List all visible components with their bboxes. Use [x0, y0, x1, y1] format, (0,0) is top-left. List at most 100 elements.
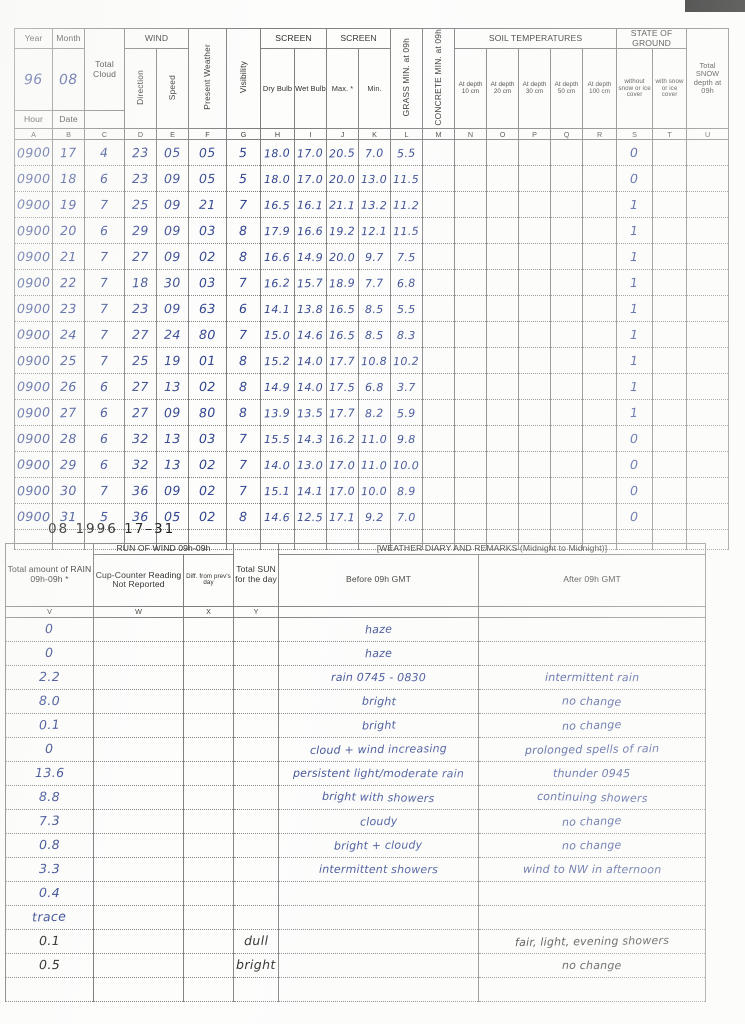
cell-soil-10cm — [454, 243, 488, 271]
cell-hour: 0900 — [14, 347, 53, 375]
handwritten-value: 16.5 — [264, 198, 291, 213]
handwritten-entry: bright — [361, 694, 396, 709]
cell-wind-direction: 36 — [124, 477, 157, 505]
observation-row: 0900 22 7 18 30 03 7 16.2 15.7 18.9 7.7 6.8 1 — [14, 269, 730, 297]
cell-soil-30cm — [518, 243, 552, 271]
handwritten-value: 8.5 — [365, 302, 384, 316]
cell-wet-bulb: 16.6 — [293, 217, 328, 245]
handwritten-value: 7.7 — [364, 276, 385, 291]
handwritten-value: 09 — [163, 222, 182, 238]
handwritten-value: 8.9 — [397, 484, 417, 498]
handwritten-entry: trace — [32, 908, 67, 925]
cell-soil-30cm — [518, 321, 552, 349]
cell-concrete-min — [422, 243, 456, 271]
lower-column-letter-row: V W X Y — [5, 605, 707, 618]
cell-total-snow — [686, 295, 730, 323]
cell-concrete-min — [422, 269, 456, 297]
handwritten-value: 1 — [630, 196, 639, 212]
handwritten-entry: 8.0 — [38, 692, 61, 709]
handwritten-value: 13 — [164, 378, 181, 394]
handwritten-value: 16.2 — [264, 276, 291, 291]
cell-visibility: 7 — [226, 269, 261, 297]
diary-row: 0 haze — [5, 640, 707, 666]
cell-min-temp: 6.8 — [358, 373, 392, 401]
cell-min-temp: 11.0 — [358, 451, 392, 479]
value-year: 96 — [14, 48, 53, 112]
cell-dry-bulb: 15.1 — [260, 477, 295, 505]
handwritten-value: 8 — [239, 508, 248, 524]
handwritten-value: 27 — [59, 404, 78, 421]
handwritten-value: 7 — [100, 274, 109, 290]
handwritten-value: 7 — [239, 274, 248, 290]
cell-wind-speed: 13 — [156, 373, 189, 401]
cell-visibility: 8 — [226, 503, 261, 531]
col-letter-X: X — [182, 605, 235, 618]
cell-max-temp: 21.1 — [326, 191, 360, 219]
cell-wind-direction: 32 — [124, 425, 157, 453]
cell-soil-100cm — [582, 347, 618, 375]
cell-total-sun: dull — [233, 928, 280, 954]
handwritten-value: 6.8 — [365, 380, 384, 394]
cell-max-temp: 16.2 — [326, 425, 360, 453]
cell-date: 30 — [52, 477, 85, 505]
diary-row: 13.6 persistent light/moderate rain thunde… — [5, 760, 707, 786]
cell-grass-min: 5.5 — [390, 139, 424, 167]
cell-soil-100cm — [582, 217, 618, 245]
header-soil-temperatures: SOIL TEMPERATURES — [454, 27, 618, 50]
handwritten-entry: intermittent rain — [544, 670, 640, 685]
handwritten-value: 5 — [239, 144, 248, 160]
cell-total-snow — [686, 477, 730, 505]
cell-soil-100cm — [582, 373, 618, 401]
handwritten-value: 6 — [100, 404, 109, 420]
value-month: 08 — [52, 48, 85, 112]
handwritten-value: 11.5 — [393, 172, 420, 186]
handwritten-value: 14.1 — [297, 484, 324, 499]
handwritten-value: 19 — [59, 196, 78, 213]
cell-date: 28 — [52, 425, 85, 453]
cell-date: 17 — [52, 139, 85, 167]
handwritten-value: 17 — [59, 144, 78, 161]
cell-diary-after-09h — [478, 640, 707, 666]
handwritten-value: 27 — [132, 248, 149, 264]
col-letter-Q: Q — [550, 128, 584, 141]
handwritten-value: 09 — [164, 248, 181, 264]
cell-total-snow — [686, 269, 730, 297]
diary-letter-spacer-after — [478, 605, 707, 618]
handwritten-value: 13.9 — [264, 406, 291, 421]
header-soil-30cm: At depth 30 cm — [518, 48, 552, 130]
handwritten-value: 8 — [239, 404, 248, 420]
cell-total-cloud: 6 — [84, 165, 125, 193]
cell-ground-with-snow — [652, 191, 688, 219]
col-letter-P: P — [518, 128, 552, 141]
cell-grass-min: 8.9 — [390, 477, 424, 505]
cell-cup-counter — [93, 784, 184, 810]
rain-sun-diary-table: Total amount of RAIN 09h-09h * RUN OF WI… — [5, 543, 707, 1002]
header-year: Year — [14, 27, 53, 50]
handwritten-entry: cloud + wind increasing — [309, 742, 448, 758]
cell-total-cloud: 7 — [84, 269, 125, 297]
cell-total-cloud: 7 — [84, 243, 125, 271]
observation-row: 0900 27 6 27 09 80 8 13.9 13.5 17.7 8.2 5.9 1 — [14, 399, 730, 427]
cell-total-rain: 3.3 — [5, 856, 94, 882]
cell-wet-bulb: 14.1 — [293, 477, 328, 505]
cell-grass-min: 9.8 — [390, 425, 424, 453]
handwritten-value: 0 — [630, 508, 639, 524]
header-dry-bulb: Dry Bulb — [260, 48, 295, 130]
cell-visibility: 7 — [226, 451, 261, 479]
handwritten-value: 09 — [163, 482, 182, 498]
cell-date: 24 — [52, 321, 85, 349]
observation-row: 0900 28 6 32 13 03 7 15.5 14.3 16.2 11.0 9.8 0 — [14, 425, 730, 453]
handwritten-value: 0 — [630, 482, 639, 498]
header-max: Max. * — [326, 48, 360, 130]
cell-total-rain: 0.1 — [5, 712, 94, 738]
cell-grass-min: 5.5 — [390, 295, 424, 323]
cell-soil-20cm — [486, 347, 520, 375]
cell-wet-bulb: 14.6 — [293, 321, 328, 349]
cell-date: 19 — [52, 191, 85, 219]
observation-row: 0900 30 7 36 09 02 7 15.1 14.1 17.0 10.0 8.9 0 — [14, 477, 730, 505]
cell-soil-30cm — [518, 451, 552, 479]
handwritten-entry: no change — [562, 959, 622, 973]
cell-dry-bulb: 15.0 — [260, 321, 295, 349]
handwritten-value: 09 — [163, 404, 182, 421]
cell-hour: 0900 — [14, 451, 53, 479]
